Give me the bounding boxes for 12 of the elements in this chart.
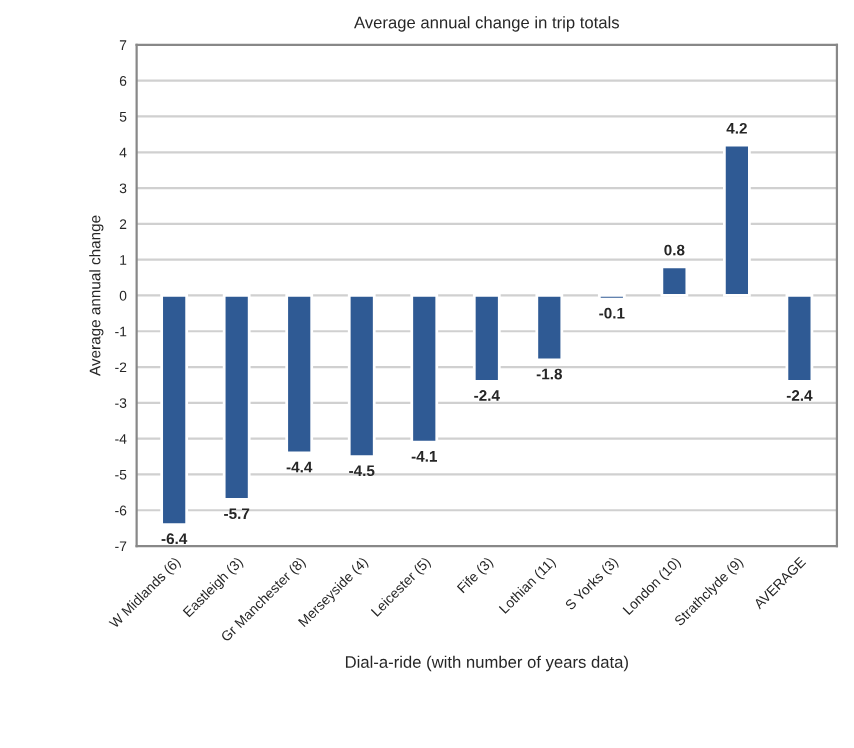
bar	[472, 294, 501, 383]
x-axis-title: Dial-a-ride (with number of years data)	[345, 655, 628, 672]
bar	[285, 294, 314, 455]
chart-title: Average annual change in trip totals	[354, 16, 619, 32]
bar	[410, 294, 439, 444]
bar	[722, 143, 751, 297]
bar	[160, 294, 189, 526]
bar	[660, 265, 689, 297]
bar	[347, 294, 376, 458]
bar	[785, 294, 814, 383]
bar	[535, 294, 564, 362]
bar	[222, 294, 251, 501]
